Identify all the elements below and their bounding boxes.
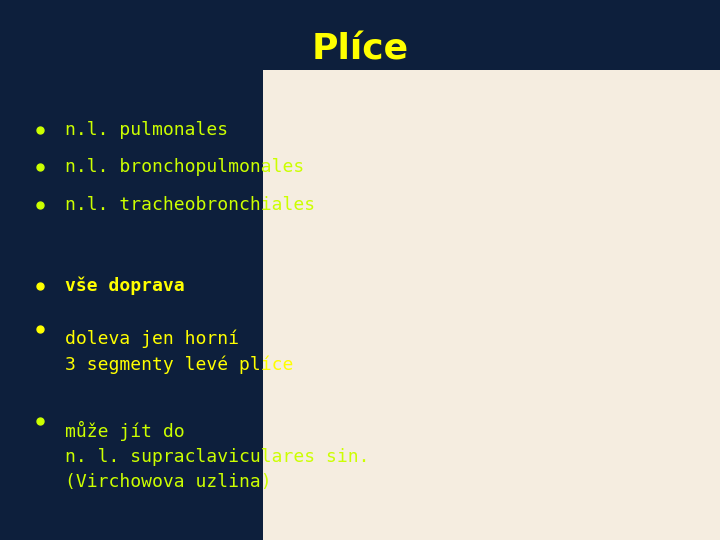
Text: n.l. bronchopulmonales: n.l. bronchopulmonales <box>65 158 304 177</box>
Text: n.l. tracheobronchiales: n.l. tracheobronchiales <box>65 196 315 214</box>
Text: může jít do
n. l. supraclaviculares sin.
(Virchowova uzlina): může jít do n. l. supraclaviculares sin.… <box>65 421 369 491</box>
Text: n.l. pulmonales: n.l. pulmonales <box>65 120 228 139</box>
Text: Plíce: Plíce <box>312 32 408 66</box>
Text: vše doprava: vše doprava <box>65 277 184 295</box>
Bar <box>263 70 720 540</box>
Bar <box>263 70 720 540</box>
Text: doleva jen horní
3 segmenty levé plíce: doleva jen horní 3 segmenty levé plíce <box>65 329 293 374</box>
